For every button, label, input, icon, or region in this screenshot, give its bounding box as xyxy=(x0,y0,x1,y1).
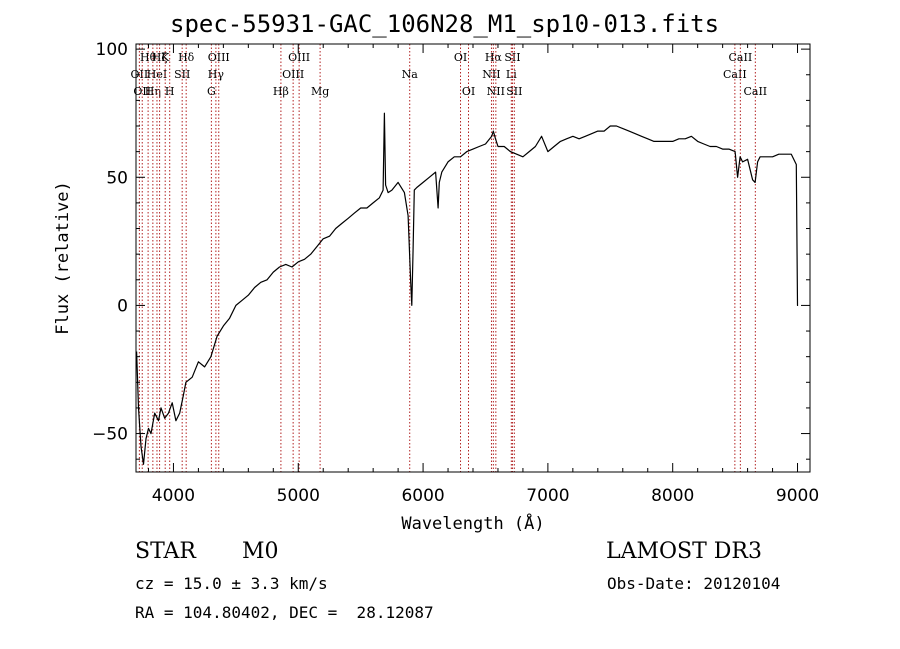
line-marker-label-19: OI xyxy=(462,85,475,98)
line-marker-label-18: OI xyxy=(454,51,467,64)
x-tick-label-0: 4000 xyxy=(152,486,195,506)
x-axis-label: Wavelength (Å) xyxy=(401,512,544,534)
redshift-velocity: cz = 15.0 ± 3.3 km/s xyxy=(135,574,328,593)
y-axis-label: Flux (relative) xyxy=(53,181,73,335)
line-marker-label-8: SII xyxy=(174,68,190,81)
x-tick-label-1: 5000 xyxy=(277,486,320,506)
line-marker-label-16: Mg xyxy=(311,85,329,98)
line-marker-label-11: Hγ xyxy=(208,68,225,81)
line-marker-label-1: OII xyxy=(133,85,151,98)
line-marker-label-13: Hβ xyxy=(273,85,289,98)
line-marker-label-28: CaII xyxy=(743,85,767,98)
x-tick-label-5: 9000 xyxy=(776,486,819,506)
line-marker-label-22: NII xyxy=(487,85,505,98)
object-subclass: M0 xyxy=(242,539,279,564)
y-tick-label-1: 0 xyxy=(117,296,128,316)
x-tick-label-2: 6000 xyxy=(401,486,444,506)
line-marker-label-25: SII xyxy=(506,85,522,98)
object-class: STAR xyxy=(135,539,196,564)
x-tick-label-4: 8000 xyxy=(651,486,694,506)
y-tick-label-3: 100 xyxy=(96,40,128,60)
line-marker-label-9: Hδ xyxy=(178,51,195,64)
line-marker-label-24: SII xyxy=(504,51,520,64)
survey-name: LAMOST DR3 xyxy=(606,539,762,564)
spectrum-series-line xyxy=(136,112,799,465)
line-marker-label-6: K xyxy=(161,51,170,64)
y-tick-label-2: 50 xyxy=(106,168,128,188)
line-marker-label-20: NII xyxy=(482,68,500,81)
ra-dec-coordinates: RA = 104.80402, DEC = 28.12087 xyxy=(135,603,434,622)
line-marker-label-23: Li xyxy=(506,68,517,81)
line-marker-label-17: Na xyxy=(402,68,419,81)
plot-frame xyxy=(135,43,811,473)
observation-date: Obs-Date: 20120104 xyxy=(607,574,781,593)
line-marker-label-21: Hα xyxy=(485,51,503,64)
x-tick-label-3: 7000 xyxy=(526,486,569,506)
line-marker-label-15: OIII xyxy=(288,51,310,64)
line-marker-label-4: HeI xyxy=(147,68,167,81)
line-marker-label-7: H xyxy=(165,85,175,98)
line-marker-label-2: Hθ xyxy=(140,51,157,64)
line-marker-label-3: Hη xyxy=(145,85,161,98)
line-marker-label-27: CaII xyxy=(729,51,753,64)
line-marker-label-5: Hζ xyxy=(152,51,168,64)
chart-title: spec-55931-GAC_106N28_M1_sp10-013.fits xyxy=(170,10,720,38)
line-marker-label-10: G xyxy=(207,85,216,98)
y-tick-label-0: −50 xyxy=(92,425,128,445)
line-marker-label-14: OIII xyxy=(282,68,304,81)
line-marker-label-26: CaII xyxy=(723,68,747,81)
line-marker-label-12: OIII xyxy=(208,51,230,64)
